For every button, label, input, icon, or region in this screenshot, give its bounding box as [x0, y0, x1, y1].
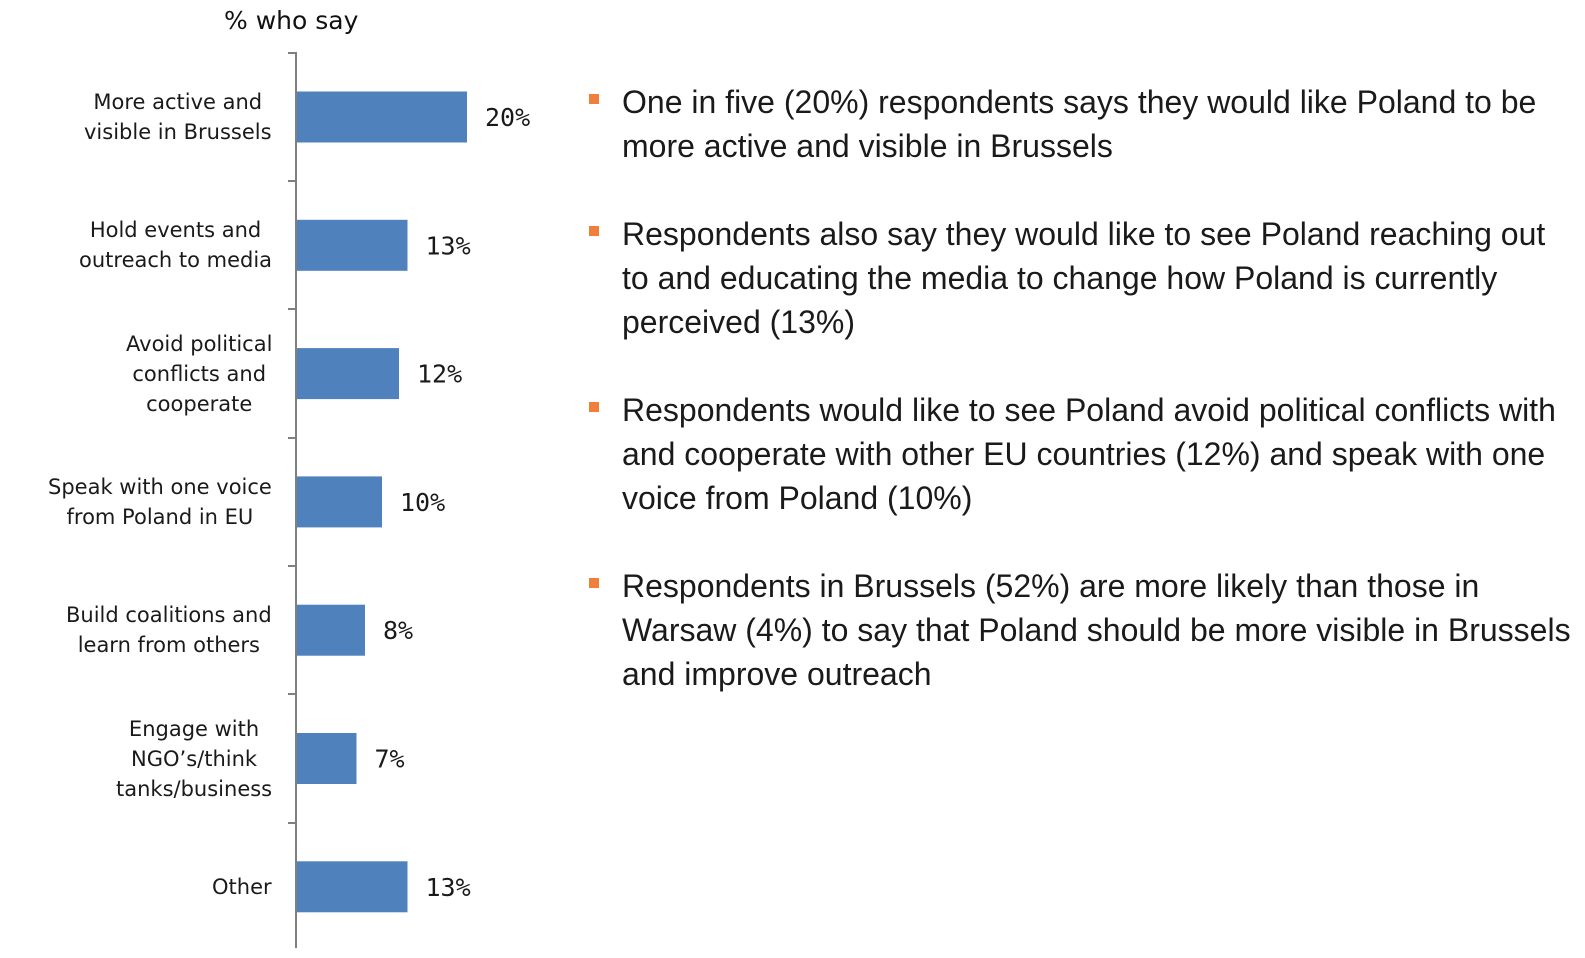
- data-label: 20%: [485, 103, 530, 132]
- data-label: 12%: [417, 360, 462, 389]
- data-label: 7%: [375, 745, 405, 774]
- finding-text: One in five (20%) respondents says they …: [622, 84, 1537, 164]
- bar: [297, 348, 399, 400]
- chart-plot: 20% 13% 12% 10% 8% 7% 13%: [288, 52, 530, 948]
- finding-text: Respondents also say they would like to …: [622, 216, 1546, 340]
- category-label: Hold events and outreach to media: [79, 218, 273, 273]
- finding-text: Respondents in Brussels (52%) are more l…: [622, 568, 1571, 692]
- square-bullet-icon: [589, 94, 599, 104]
- category-label: Avoid political conflicts and cooperate: [126, 331, 273, 416]
- square-bullet-icon: [589, 578, 599, 588]
- square-bullet-icon: [589, 226, 599, 236]
- finding-bullet: Respondents in Brussels (52%) are more l…: [588, 564, 1573, 696]
- data-label: 13%: [426, 873, 471, 902]
- bar: [297, 91, 467, 143]
- finding-text: Respondents would like to see Poland avo…: [622, 392, 1556, 516]
- bar-chart: % who say 20% 13% 12% 10% 8% 7% 13% More activ…: [0, 0, 570, 958]
- finding-bullet: Respondents also say they would like to …: [588, 212, 1573, 344]
- category-label: Speak with one voice from Poland in EU: [48, 474, 272, 529]
- bar: [297, 733, 357, 784]
- square-bullet-icon: [589, 402, 599, 412]
- bar: [297, 604, 365, 656]
- category-label: Engage with NGO’s/think tanks/business: [116, 716, 273, 801]
- category-label: Build coalitions and learn from others: [66, 603, 272, 658]
- key-findings-list: One in five (20%) respondents says they …: [588, 80, 1573, 740]
- bar: [297, 861, 408, 913]
- finding-bullet: One in five (20%) respondents says they …: [588, 80, 1573, 168]
- finding-bullet: Respondents would like to see Poland avo…: [588, 388, 1573, 520]
- category-label: More active and visible in Brussels: [84, 90, 272, 144]
- data-label: 13%: [426, 231, 471, 260]
- data-label: 8%: [383, 616, 413, 645]
- data-label: 10%: [400, 488, 445, 517]
- chart-title: % who say: [224, 6, 359, 35]
- bar: [297, 476, 382, 528]
- bar: [297, 219, 408, 271]
- category-label: Other: [212, 874, 272, 899]
